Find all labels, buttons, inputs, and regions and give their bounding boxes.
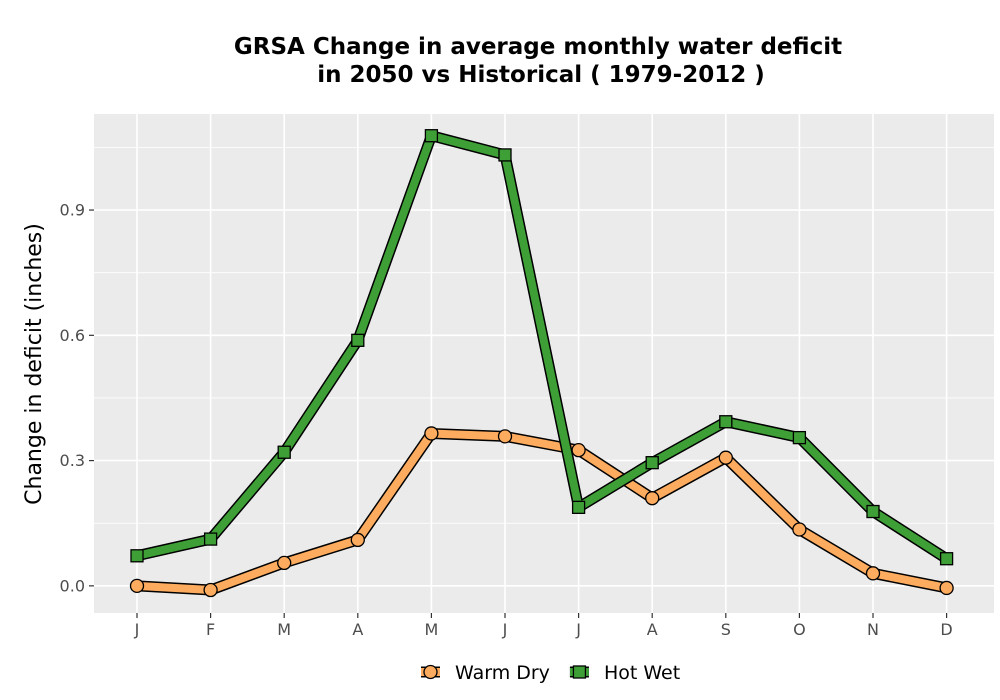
legend-label: Warm Dry — [455, 662, 550, 684]
warm-dry-point — [203, 582, 218, 598]
x-tick-label: M — [424, 620, 438, 639]
hot-wet-point — [866, 504, 880, 519]
warm-dry-point — [424, 426, 439, 441]
series-layer — [129, 129, 954, 598]
warm-dry-point — [571, 442, 586, 458]
hot-wet-point — [203, 532, 218, 546]
y-tick-label: 0.6 — [60, 326, 85, 345]
hot-wet-point — [939, 552, 954, 566]
warm-dry-point — [865, 566, 881, 581]
legend-item-warm-dry: Warm Dry — [421, 662, 550, 684]
x-tick-label: M — [277, 620, 291, 639]
warm-dry-point — [792, 522, 807, 537]
warm-dry-point — [277, 555, 292, 571]
legend-item-hot-wet: Hot Wet — [569, 662, 680, 684]
x-tick-label: O — [793, 620, 806, 639]
x-tick-label: A — [352, 620, 363, 639]
hot-wet-point — [424, 129, 439, 143]
warm-dry-point — [350, 532, 365, 548]
x-tick-label: J — [575, 620, 581, 639]
x-tick-label: D — [940, 620, 952, 639]
x-tick-label: A — [647, 620, 658, 639]
warm-dry-point — [129, 578, 145, 594]
legend-label: Hot Wet — [604, 662, 680, 684]
x-tick-label: S — [721, 620, 731, 639]
y-tick-label: 0.9 — [60, 201, 85, 220]
legend-key-marker — [572, 665, 587, 679]
x-tick-label: F — [206, 620, 215, 639]
hot-wet-point — [792, 430, 807, 445]
hot-wet-point — [498, 148, 512, 162]
warm-dry-point — [645, 491, 660, 506]
chart-title-line-2: in 2050 vs Historical ( 1979-2012 ) — [317, 62, 764, 88]
warm-dry-point — [939, 580, 954, 596]
warm-dry-line — [133, 429, 951, 595]
y-tick-label: 0.3 — [60, 451, 85, 470]
hot-wet-point — [719, 415, 733, 429]
warm-dry-point — [718, 450, 733, 465]
x-tick-label: J — [502, 620, 508, 639]
x-tick-label: N — [867, 620, 879, 639]
chart-title: GRSA Change in average monthly water def… — [234, 34, 842, 88]
warm-dry-point — [497, 429, 513, 444]
gridlines — [94, 114, 994, 613]
y-axis: 0.0 0.3 0.6 0.9 — [60, 201, 94, 595]
hot-wet-line — [133, 131, 951, 563]
hot-wet-point — [645, 456, 659, 470]
hot-wet-point — [277, 445, 291, 459]
legend-key-marker — [423, 664, 438, 680]
x-tick-label: J — [134, 620, 140, 639]
y-tick-label: 0.0 — [60, 576, 85, 595]
y-axis-label: Change in deficit (inches) — [22, 223, 47, 505]
hot-wet-point — [571, 500, 586, 515]
chart-title-line-1: GRSA Change in average monthly water def… — [234, 34, 842, 60]
hot-wet-point — [351, 333, 365, 347]
legend: Warm Dry Hot Wet — [421, 662, 680, 684]
hot-wet-point — [130, 549, 144, 563]
